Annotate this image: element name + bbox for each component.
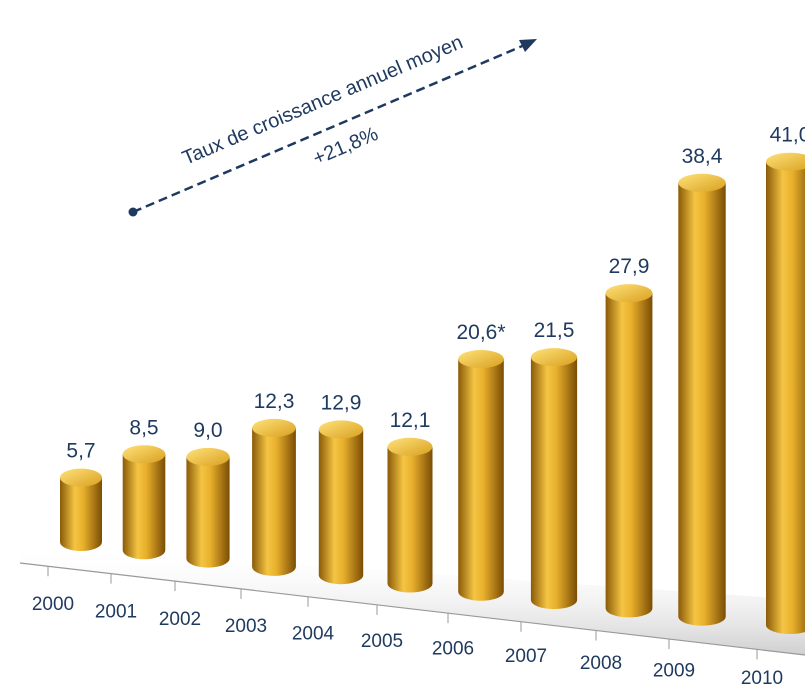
bar	[60, 477, 102, 551]
value-label: 41,0	[770, 124, 805, 147]
x-tick-label: 2006	[432, 638, 474, 659]
bar-cap	[122, 445, 166, 464]
bar-cap	[458, 350, 504, 369]
arrow-start	[128, 207, 138, 217]
value-label: 12,1	[390, 409, 431, 432]
bar-cap	[387, 437, 433, 456]
bar	[605, 293, 653, 618]
x-tick-label: 2003	[225, 616, 267, 637]
bar	[766, 161, 805, 634]
value-label: 21,5	[534, 319, 575, 342]
x-tick-label: 2007	[505, 646, 547, 667]
value-label: 5,7	[66, 440, 95, 463]
bar-cap	[318, 420, 364, 439]
bar	[458, 359, 504, 601]
x-tick-label: 2000	[32, 594, 74, 615]
arrow-head	[519, 39, 537, 52]
bar-cap	[605, 284, 653, 303]
bar	[186, 456, 230, 568]
value-label: 12,3	[254, 390, 295, 413]
value-label: 8,5	[129, 416, 158, 439]
bar-cap	[530, 348, 578, 367]
x-tick-label: 2009	[653, 661, 695, 682]
bar	[122, 454, 166, 560]
value-label: 27,9	[609, 255, 650, 278]
bar-cap	[186, 447, 230, 466]
bar	[678, 182, 726, 626]
x-tick-label: 2001	[95, 601, 137, 622]
bar-cap	[60, 468, 102, 487]
value-label: 12,9	[321, 391, 362, 414]
bar-cap	[766, 152, 805, 171]
x-tick-label: 2010	[741, 668, 783, 689]
growth-arrow	[132, 42, 528, 214]
bar	[318, 429, 364, 585]
bar-cap	[252, 418, 296, 437]
x-tick-label: 2004	[292, 624, 335, 645]
bar-cap	[678, 173, 726, 192]
value-label: 9,0	[193, 419, 222, 442]
x-tick-label: 2005	[361, 631, 403, 652]
value-label: 38,4	[682, 145, 723, 168]
bar	[387, 446, 433, 593]
baseline	[19, 562, 805, 656]
floor	[20, 545, 805, 655]
bar	[252, 427, 296, 576]
x-tick-label: 2008	[580, 653, 622, 674]
x-tick-label: 2002	[159, 609, 201, 630]
bar	[530, 357, 578, 610]
annotation: +21,8%	[310, 123, 382, 170]
value-label: 20,6*	[456, 321, 505, 344]
